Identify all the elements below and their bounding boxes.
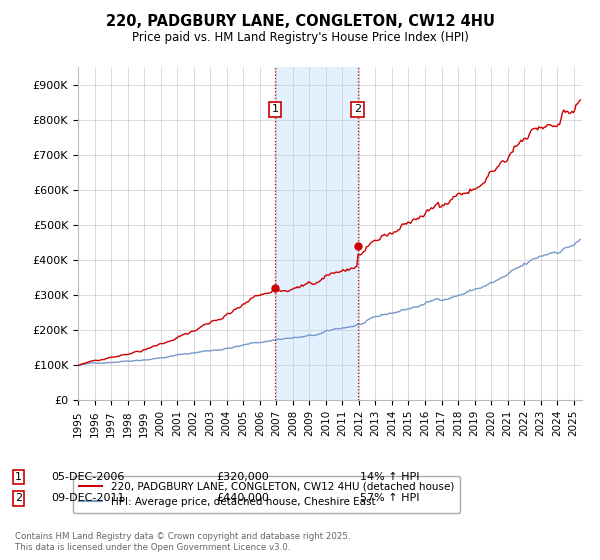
Text: £440,000: £440,000 bbox=[216, 493, 269, 503]
Text: 2: 2 bbox=[15, 493, 22, 503]
Text: 1: 1 bbox=[271, 104, 278, 114]
Text: 57% ↑ HPI: 57% ↑ HPI bbox=[360, 493, 419, 503]
Text: 05-DEC-2006: 05-DEC-2006 bbox=[51, 472, 124, 482]
Text: 2: 2 bbox=[354, 104, 361, 114]
Text: 09-DEC-2011: 09-DEC-2011 bbox=[51, 493, 125, 503]
Bar bbox=[275, 67, 358, 400]
Text: 220, PADGBURY LANE, CONGLETON, CW12 4HU: 220, PADGBURY LANE, CONGLETON, CW12 4HU bbox=[106, 14, 494, 29]
Text: 14% ↑ HPI: 14% ↑ HPI bbox=[360, 472, 419, 482]
Text: Price paid vs. HM Land Registry's House Price Index (HPI): Price paid vs. HM Land Registry's House … bbox=[131, 31, 469, 44]
Text: £320,000: £320,000 bbox=[216, 472, 269, 482]
Text: 1: 1 bbox=[15, 472, 22, 482]
Text: Contains HM Land Registry data © Crown copyright and database right 2025.
This d: Contains HM Land Registry data © Crown c… bbox=[15, 532, 350, 552]
Legend: 220, PADGBURY LANE, CONGLETON, CW12 4HU (detached house), HPI: Average price, de: 220, PADGBURY LANE, CONGLETON, CW12 4HU … bbox=[73, 475, 460, 514]
